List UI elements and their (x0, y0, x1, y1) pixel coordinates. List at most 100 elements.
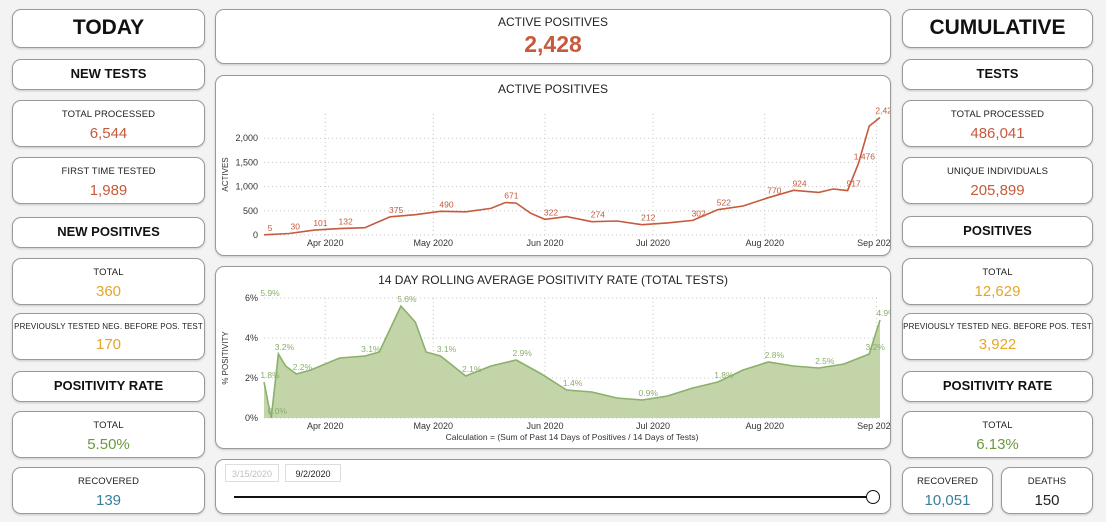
active-positives-line-chart: 0 500 1,000 1,500 2,000 Apr 2020 May 2020 Jun 2… (221, 105, 890, 248)
new-positives-header-label: NEW POSITIVES (57, 224, 160, 239)
active-positives-kpi-label: ACTIVE POSITIVES (497, 15, 609, 29)
cumulative-unique-value: 205,899 (970, 182, 1025, 199)
y-tick-label: 500 (243, 206, 258, 216)
x-tick-label: May 2020 (414, 421, 454, 431)
data-label: 490 (439, 199, 453, 209)
today-positives-total-card: TOTAL 360 (12, 258, 205, 305)
data-label: 2,428 (875, 105, 890, 115)
today-first-time-value: 1,989 (89, 182, 128, 199)
data-label: 3.2% (275, 342, 295, 352)
data-label: 274 (591, 210, 605, 220)
today-new-tests-header: NEW TESTS (12, 59, 205, 90)
today-positives-total-label: TOTAL (93, 267, 124, 278)
y-tick-label: 2% (245, 373, 258, 383)
cumulative-tests-header-label: TESTS (976, 66, 1019, 81)
cumulative-prev-neg-label: PREVIOUSLY TESTED NEG. BEFORE POS. TEST (903, 322, 1092, 331)
data-label: 30 (290, 222, 300, 232)
today-new-positives-header: NEW POSITIVES (12, 217, 205, 248)
cumulative-title: CUMULATIVE (929, 16, 1066, 39)
today-positivity-card: TOTAL 5.50% (12, 411, 205, 458)
data-label: 1,476 (854, 152, 876, 162)
data-label: 5 (268, 223, 273, 233)
data-label: 3.1% (437, 344, 457, 354)
active-positives-kpi: ACTIVE POSITIVES 2,428 (215, 9, 891, 64)
series-area (264, 306, 880, 418)
x-tick-label: Jul 2020 (636, 238, 670, 248)
series-line (263, 116, 881, 236)
cumulative-title-card: CUMULATIVE (902, 9, 1093, 48)
data-label: 322 (544, 207, 558, 217)
data-label: 5.9% (260, 288, 280, 298)
cumulative-positivity-total-label: TOTAL (982, 420, 1013, 431)
today-first-time-card: FIRST TIME TESTED 1,989 (12, 157, 205, 204)
y-axis-label: ACTIVES (221, 157, 230, 191)
data-label: 5.6% (397, 294, 417, 304)
x-tick-label: Aug 2020 (745, 238, 784, 248)
data-label: 212 (641, 213, 655, 223)
today-positives-total-value: 360 (95, 283, 122, 300)
cumulative-positives-total-value: 12,629 (974, 283, 1021, 300)
cumulative-positives-total-label: TOTAL (982, 267, 1013, 278)
cumulative-recovered-value: 10,051 (924, 492, 971, 509)
y-tick-label: 1,500 (235, 157, 258, 167)
slider-start-date[interactable]: 3/15/2020 (225, 464, 279, 482)
data-label: 302 (692, 208, 706, 218)
x-tick-label: May 2020 (414, 238, 454, 248)
data-label: 1.8% (714, 370, 734, 380)
data-label: 3.1% (361, 344, 381, 354)
slider-handle-end[interactable] (866, 490, 880, 504)
cumulative-positivity-total-value: 6.13% (976, 436, 1019, 453)
today-total-processed-label: TOTAL PROCESSED (61, 109, 156, 120)
today-total-processed-value: 6,544 (89, 125, 128, 142)
new-tests-header-label: NEW TESTS (70, 66, 147, 81)
cumulative-positivity-header: POSITIVITY RATE (902, 371, 1093, 402)
data-label: 924 (792, 178, 806, 188)
y-tick-label: 2,000 (235, 133, 258, 143)
x-tick-label: Aug 2020 (745, 421, 784, 431)
active-positives-chart: ACTIVE POSITIVES 0 500 1,000 1,500 2,000 Apr … (215, 75, 891, 256)
slider-track[interactable] (234, 496, 874, 498)
cumulative-tests-header: TESTS (902, 59, 1093, 90)
active-positives-kpi-value: 2,428 (524, 31, 582, 57)
x-tick-label: Jun 2020 (526, 421, 563, 431)
cumulative-prev-neg-value: 3,922 (978, 336, 1017, 353)
cumulative-total-processed-label: TOTAL PROCESSED (950, 109, 1045, 120)
x-tick-label: Apr 2020 (307, 238, 344, 248)
data-label: 0.9% (639, 388, 659, 398)
today-prev-neg-value: 170 (95, 336, 122, 353)
x-tick-label: Apr 2020 (307, 421, 344, 431)
data-label: 2.2% (293, 362, 313, 372)
cumulative-positives-total-card: TOTAL 12,629 (902, 258, 1093, 305)
today-positivity-header: POSITIVITY RATE (12, 371, 205, 402)
cumulative-positives-header: POSITIVES (902, 216, 1093, 247)
cumulative-recovered-label: RECOVERED (916, 476, 979, 487)
y-tick-label: 0% (245, 413, 258, 423)
today-total-processed-card: TOTAL PROCESSED 6,544 (12, 100, 205, 147)
y-axis-label: % POSITIVITY (221, 331, 230, 385)
y-tick-label: 6% (245, 293, 258, 303)
today-title-card: TODAY (12, 9, 205, 48)
data-label: 4.9% (876, 308, 890, 318)
data-label: 1.8% (260, 370, 280, 380)
cumulative-positivity-header-label: POSITIVITY RATE (942, 378, 1053, 393)
x-tick-label: Jul 2020 (636, 421, 670, 431)
today-positivity-total-label: TOTAL (93, 420, 124, 431)
x-tick-label: Sep 2020 (857, 238, 890, 248)
today-recovered-card: RECOVERED 139 (12, 467, 205, 514)
data-label: 375 (389, 205, 403, 215)
cumulative-deaths-card: DEATHS 150 (1001, 467, 1093, 514)
today-first-time-label: FIRST TIME TESTED (61, 166, 156, 177)
cumulative-deaths-value: 150 (1034, 492, 1060, 509)
today-positivity-total-value: 5.50% (87, 436, 130, 453)
data-label: 1.4% (563, 378, 583, 388)
positivity-chart-title: 14 DAY ROLLING AVERAGE POSITIVITY RATE (… (378, 273, 728, 287)
today-title: TODAY (72, 16, 145, 39)
today-recovered-value: 139 (95, 492, 122, 509)
y-tick-label: 0 (253, 230, 258, 240)
x-tick-label: Sep 2020 (857, 421, 890, 431)
cumulative-deaths-label: DEATHS (1027, 476, 1067, 487)
data-label: 0.0% (268, 406, 288, 416)
today-prev-neg-card: PREVIOUSLY TESTED NEG. BEFORE POS. TEST … (12, 313, 205, 360)
slider-end-date[interactable]: 9/2/2020 (285, 464, 341, 482)
today-recovered-label: RECOVERED (77, 476, 140, 487)
